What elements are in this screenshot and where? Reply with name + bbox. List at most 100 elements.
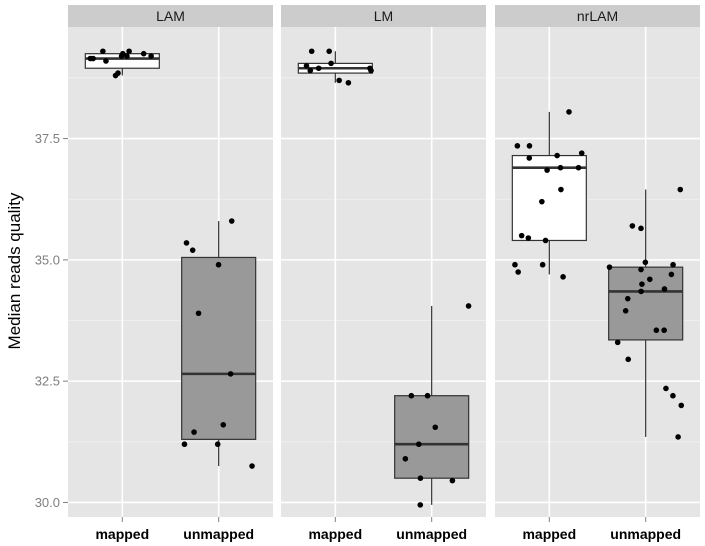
data-point xyxy=(624,295,631,302)
data-point xyxy=(539,261,546,268)
panel-lm: LM mapped unmapped xyxy=(281,5,486,542)
data-point xyxy=(647,276,653,283)
data-point xyxy=(249,463,255,469)
data-point xyxy=(140,50,147,57)
data-point xyxy=(539,198,545,205)
data-point xyxy=(677,186,684,193)
data-point xyxy=(417,475,424,481)
y-tick-label: 37.5 xyxy=(35,131,60,146)
data-point xyxy=(622,308,629,314)
data-point xyxy=(328,60,334,67)
data-point xyxy=(661,327,667,334)
data-point xyxy=(227,371,234,377)
box-body xyxy=(608,266,684,341)
y-tick-label: 30.0 xyxy=(35,495,60,510)
data-point xyxy=(544,167,550,173)
y-axis-title: Median reads quality xyxy=(5,192,24,349)
data-point xyxy=(678,402,685,409)
data-point xyxy=(557,164,564,171)
x-tick-label: unmapped xyxy=(183,526,254,542)
data-point xyxy=(449,477,456,484)
data-point xyxy=(670,261,676,268)
box-body xyxy=(181,256,257,440)
x-tick-label: unmapped xyxy=(610,526,681,542)
data-point xyxy=(653,327,660,334)
data-point xyxy=(308,48,315,55)
data-point xyxy=(663,385,669,392)
y-tick-label: 35.0 xyxy=(35,252,60,267)
box-mapped xyxy=(297,48,374,86)
data-point xyxy=(639,281,645,287)
strip-background xyxy=(281,5,486,27)
data-point xyxy=(668,271,675,278)
data-point xyxy=(345,79,352,86)
data-point xyxy=(638,266,644,273)
x-tick-label: mapped xyxy=(308,526,362,542)
data-point xyxy=(514,143,521,149)
data-point xyxy=(100,48,106,55)
x-tick-label: mapped xyxy=(522,526,576,542)
data-point xyxy=(566,109,572,115)
x-tick-label: mapped xyxy=(95,526,149,542)
data-point xyxy=(112,72,119,79)
data-point xyxy=(148,53,154,59)
panel-nrlam: nrLAM mapped unmapped xyxy=(495,5,700,542)
data-point xyxy=(638,225,644,232)
data-point xyxy=(465,303,472,309)
data-point xyxy=(526,143,533,149)
data-point xyxy=(220,422,227,428)
strip-background xyxy=(68,5,273,27)
data-point xyxy=(629,223,636,229)
data-point xyxy=(512,261,518,268)
data-point xyxy=(315,65,322,72)
box-unmapped xyxy=(606,186,685,440)
box-body xyxy=(394,395,470,479)
data-point xyxy=(367,65,373,72)
data-point xyxy=(87,55,94,62)
data-point xyxy=(191,429,197,435)
data-point xyxy=(408,392,415,399)
data-point xyxy=(675,434,681,440)
data-point xyxy=(307,67,314,74)
y-tick-label: 32.5 xyxy=(35,374,60,389)
data-point xyxy=(124,53,130,59)
data-point xyxy=(336,77,342,84)
data-point xyxy=(642,259,649,266)
data-point xyxy=(560,274,566,280)
data-point xyxy=(120,50,126,57)
data-point xyxy=(515,269,521,275)
data-point xyxy=(417,502,424,508)
data-point xyxy=(215,261,222,268)
data-point xyxy=(578,150,585,156)
data-point xyxy=(103,58,109,64)
data-point xyxy=(542,237,549,244)
box-mapped xyxy=(84,48,160,79)
data-point xyxy=(518,232,525,239)
data-point xyxy=(638,288,644,295)
y-axis-ticks: 30.0 32.5 35.0 37.5 xyxy=(35,131,68,510)
box-mapped xyxy=(511,109,587,280)
strip-label: nrLAM xyxy=(577,8,618,24)
data-point xyxy=(214,441,221,448)
data-point xyxy=(303,63,310,69)
strip-background xyxy=(495,5,700,27)
data-point xyxy=(402,455,409,462)
data-point xyxy=(661,286,668,292)
data-point xyxy=(606,264,613,270)
data-point xyxy=(415,441,422,448)
data-point xyxy=(432,424,439,431)
x-tick-label: unmapped xyxy=(396,526,467,542)
data-point xyxy=(670,392,676,399)
panel-lam: LAM mapped unmapped xyxy=(68,5,273,542)
box-unmapped xyxy=(394,303,472,508)
strip-label: LAM xyxy=(156,8,185,24)
data-point xyxy=(625,356,632,363)
data-point xyxy=(424,392,431,399)
data-point xyxy=(614,339,621,346)
data-point xyxy=(558,186,564,193)
box-unmapped xyxy=(181,218,257,469)
data-point xyxy=(554,152,560,159)
data-point xyxy=(326,48,332,55)
data-point xyxy=(195,310,202,317)
